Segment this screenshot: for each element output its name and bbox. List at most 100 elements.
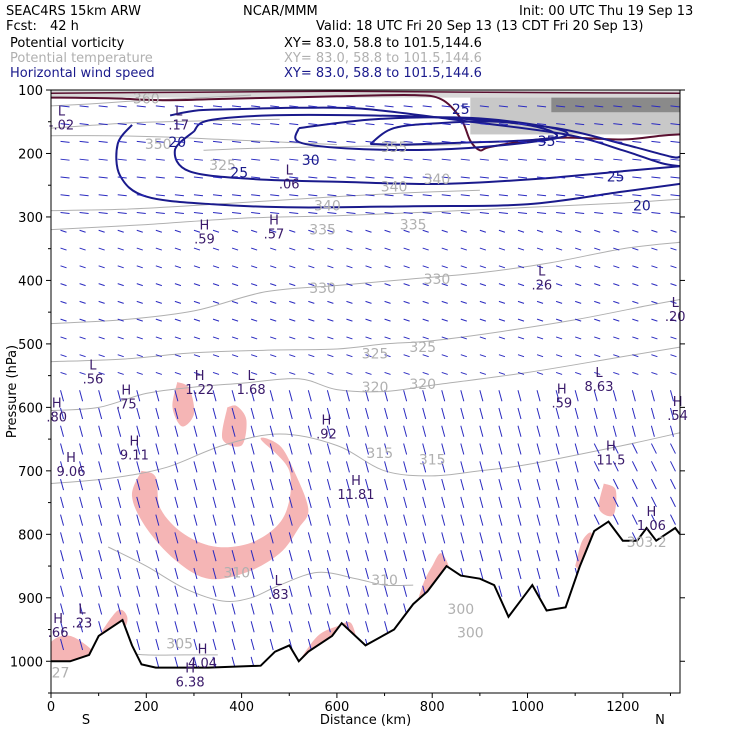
wind-vector [136,638,141,651]
isentrope-line [51,198,680,231]
wind-vector [155,318,162,322]
wind-vector [365,550,369,562]
wind-vector [136,443,141,455]
wind-vector [555,585,560,597]
wind-vector [346,105,356,108]
wind-vector [574,461,579,473]
wind-vector [136,425,141,437]
wind-vector [574,496,579,508]
wind-vector [536,247,544,251]
wind-vector [441,229,448,233]
pv-extremum-marker: H [129,434,139,449]
pv-extremum-value: .20 [665,310,686,325]
wind-vector [174,478,179,491]
wind-vector [212,638,217,651]
wind-vector [250,532,255,544]
wind-vector [232,140,242,143]
wind-vector [308,336,315,340]
wind-vector [289,300,296,304]
wind-vector [136,265,143,269]
wind-vector [460,318,467,322]
wind-vector [479,318,487,322]
wind-vector [632,158,642,161]
wind-vector [98,407,103,420]
wind-vector [594,354,601,358]
wind-vector [612,461,619,472]
wind-vector [422,300,429,304]
wind-vector [79,336,86,340]
pv-extremum-marker: H [351,474,361,489]
wind-vector [117,461,122,473]
wind-vector [174,496,179,508]
wind-vector [346,318,353,322]
wind-vector [403,265,410,269]
wind-vector [231,603,236,615]
wind-speed-contour [369,120,559,146]
wind-vector [384,514,389,526]
wind-vector [117,567,122,580]
wind-vector [307,585,312,597]
wind-vector [650,443,657,454]
wind-vector [403,194,413,197]
isentrope-label: 340 [314,199,341,215]
wind-vector [345,407,350,420]
wind-vector [384,105,394,108]
wind-vector [555,496,560,508]
wind-vector [79,140,89,143]
wind-vector [536,194,547,197]
wind-vector [212,656,217,668]
wind-vector [441,265,448,269]
wind-vector [517,123,528,126]
wind-vector [288,603,293,615]
wind-vector [651,123,661,126]
wind-vector [60,229,67,233]
pv-extremum-value: .75 [116,398,137,413]
wind-vector [613,194,623,197]
wind-vector [98,478,103,491]
wind-vector [98,532,103,544]
wind-vector [517,158,528,161]
wind-vector [555,318,563,322]
wind-vector [422,371,429,375]
wind-vector [250,371,258,375]
wind-vector [155,123,165,126]
isentrope-line [51,189,480,212]
wind-vector [594,140,604,143]
wind-vector [650,514,657,525]
wind-vector [556,194,566,197]
wind-vector [498,585,503,597]
wind-vector [594,336,601,340]
wind-vector [403,354,410,358]
wind-vector [327,105,337,108]
wind-vector [422,425,427,437]
wind-vector [269,621,274,633]
wind-vector [670,140,680,143]
wind-vector [365,621,369,633]
pv-extremum-marker: L [275,574,283,589]
wind-vector [422,105,432,108]
wind-vector [270,212,280,215]
wind-vector [155,443,160,455]
wind-speed-contour [169,106,680,168]
wind-vector [136,478,141,491]
wind-vector [403,532,408,544]
wind-vector [384,283,391,287]
wind-vector [632,336,639,340]
wind-vector [555,478,560,491]
wind-vector [270,300,277,304]
wind-vector [498,354,506,358]
wind-vector [307,532,312,544]
wind-vector [670,123,680,126]
wind-vector [460,123,470,126]
wind-vector [308,229,315,233]
wind-vector [422,407,427,420]
wind-vector [365,123,375,126]
wind-vector [555,550,560,562]
wind-vector [174,283,182,287]
wind-vector [460,300,467,304]
wind-vector [365,247,372,251]
wind-vector [365,229,372,233]
wind-vector [517,229,525,233]
wind-vector [98,229,105,233]
isentrope-label: 360 [133,91,160,107]
